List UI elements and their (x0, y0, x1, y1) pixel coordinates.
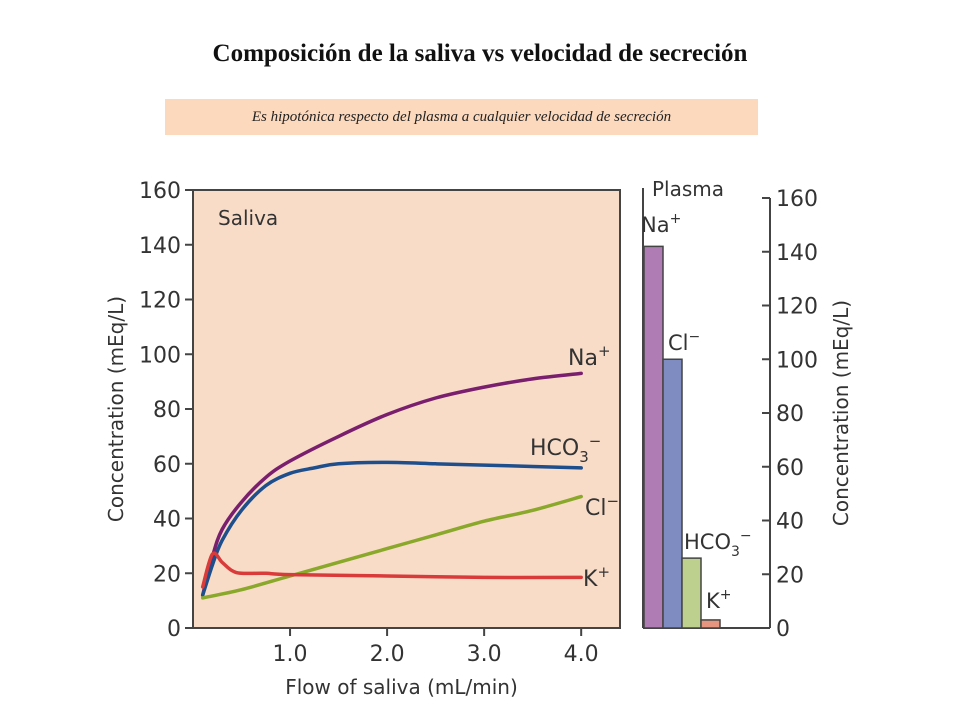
right-y-tick-label: 60 (776, 456, 804, 481)
left-y-tick-label: 120 (139, 289, 181, 314)
right-y-tick-label: 120 (776, 295, 818, 320)
right-y-tick-label: 20 (776, 563, 804, 588)
series-label-hco: HCO3− (530, 432, 601, 466)
plasma-bar-label-hco: HCO3− (684, 528, 752, 560)
left-y-tick-label: 160 (139, 179, 181, 204)
right-y-tick-label: 40 (776, 510, 804, 535)
plasma-bar-label-cl: Cl− (668, 329, 700, 355)
plasma-bar-label-na: Na+ (641, 211, 681, 237)
right-y-tick-label: 80 (776, 402, 804, 427)
right-y-tick-label: 0 (776, 617, 790, 642)
left-y-tick-label: 80 (153, 398, 181, 423)
plasma-bar-label-k: K+ (706, 587, 732, 613)
series-label-na: Na+ (568, 342, 611, 371)
right-y-tick-label: 160 (776, 187, 818, 212)
left-y-tick-label: 40 (153, 508, 181, 533)
left-y-axis-label: Concentration (mEq/L) (104, 296, 128, 522)
plasma-bar-cl (662, 358, 683, 629)
series-label-cl: Cl− (585, 492, 619, 521)
x-tick-label: 4.0 (564, 642, 599, 667)
saliva-panel-label: Saliva (218, 206, 278, 230)
right-y-tick-label: 100 (776, 348, 818, 373)
subtitle-text: Es hipotónica respecto del plasma a cual… (251, 108, 672, 125)
plasma-panel-label: Plasma (652, 177, 724, 201)
x-axis-label: Flow of saliva (mL/min) (285, 675, 518, 699)
series-line-cl (200, 494, 583, 600)
series-line-na (200, 371, 583, 597)
series-label-k: K+ (583, 563, 610, 592)
x-tick-label: 2.0 (370, 642, 405, 667)
subtitle-box: Es hipotónica respecto del plasma a cual… (165, 99, 758, 135)
right-y-tick-label: 140 (776, 241, 818, 266)
page-title: Composición de la saliva vs velocidad de… (212, 40, 748, 67)
series-line-hco (200, 460, 583, 597)
right-y-axis-label: Concentration (mEq/L) (829, 300, 853, 526)
left-y-tick-label: 140 (139, 234, 181, 259)
left-y-tick-label: 20 (153, 562, 181, 587)
left-y-tick-label: 60 (153, 453, 181, 478)
left-y-tick-label: 0 (167, 617, 181, 642)
x-tick-label: 3.0 (467, 642, 502, 667)
plasma-bar-na (643, 245, 664, 629)
left-y-tick-label: 100 (139, 343, 181, 368)
series-line-k (200, 551, 583, 589)
plasma-bar-k (700, 619, 721, 629)
plasma-bar-hco (681, 557, 702, 629)
x-tick-label: 1.0 (273, 642, 308, 667)
